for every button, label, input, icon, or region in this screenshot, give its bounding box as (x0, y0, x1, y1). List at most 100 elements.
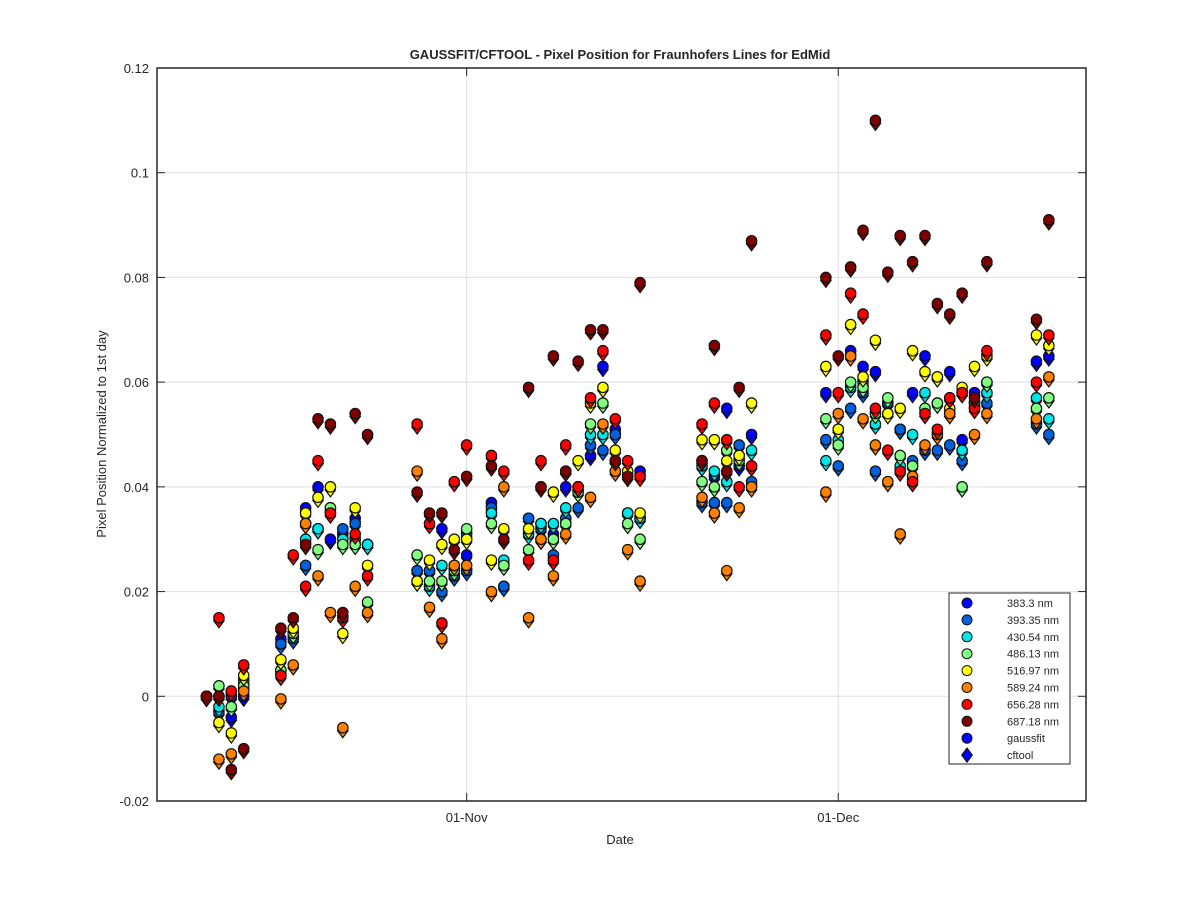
x-axis-label: Date (606, 832, 633, 847)
legend-marker (961, 665, 973, 677)
gaussfit-point (820, 271, 832, 284)
gaussfit-point (943, 392, 956, 404)
gaussfit-point (894, 449, 906, 462)
gaussfit-point (597, 418, 609, 430)
gaussfit-point (225, 685, 238, 697)
gaussfit-point (498, 522, 510, 535)
gaussfit-point (436, 575, 448, 587)
gaussfit-point (857, 224, 869, 237)
gaussfit-point (621, 454, 634, 467)
gaussfit-point (547, 554, 560, 566)
gaussfit-point (931, 423, 944, 436)
gaussfit-point (919, 350, 931, 362)
gaussfit-point (609, 454, 622, 467)
gaussfit-point (857, 371, 869, 383)
legend-label: cftool (1007, 750, 1033, 762)
gaussfit-point (894, 528, 906, 540)
x-axis-ticks: 01-Nov 01-Dec (446, 68, 860, 825)
gaussfit-point (275, 622, 287, 635)
gaussfit-point (1030, 313, 1043, 326)
gaussfit-point (436, 559, 448, 572)
gaussfit-point (745, 234, 758, 247)
gaussfit-point (844, 350, 857, 362)
gaussfit-point (981, 255, 993, 268)
gaussfit-point (225, 727, 238, 739)
gaussfit-point (981, 344, 993, 357)
gaussfit-point (832, 460, 845, 472)
gaussfit-point (931, 371, 944, 383)
gaussfit-point (820, 412, 832, 425)
gaussfit-point (460, 439, 473, 451)
gaussfit-point (857, 412, 869, 425)
gaussfit-point (411, 418, 423, 430)
gaussfit-point (1043, 428, 1055, 441)
gaussfit-point (745, 460, 758, 472)
gaussfit-point (956, 444, 968, 457)
gaussfit-point (844, 376, 857, 388)
legend-label: 486.13 nm (1007, 649, 1059, 661)
legend-entry: 393.35 nm (961, 614, 1059, 627)
gaussfit-point (597, 360, 609, 373)
y-tick-label: 0.12 (124, 61, 149, 76)
gaussfit-point (869, 402, 882, 415)
gaussfit-point (869, 334, 882, 347)
gaussfit-point (448, 475, 461, 488)
gaussfit-point (1030, 329, 1043, 341)
gaussfit-point (720, 402, 733, 415)
gaussfit-point (411, 549, 423, 561)
legend-entry: gaussfit (961, 732, 1045, 745)
gaussfit-point (498, 580, 510, 593)
gaussfit-point (572, 481, 584, 493)
gaussfit-point (423, 601, 436, 614)
gaussfit-point (745, 397, 758, 409)
gaussfit-point (448, 559, 461, 572)
gaussfit-point (436, 522, 448, 535)
gaussfit-point (708, 496, 721, 509)
gaussfit-point (584, 418, 597, 430)
gaussfit-point (708, 339, 721, 352)
gaussfit-point (1043, 329, 1055, 341)
legend-marker (961, 597, 973, 609)
y-tick-label: 0.06 (124, 375, 149, 390)
gaussfit-point (882, 266, 894, 278)
legend-marker (961, 698, 973, 710)
gaussfit-point (423, 554, 436, 566)
gaussfit-point (708, 397, 721, 409)
gaussfit-point (522, 543, 535, 556)
gaussfit-point (299, 538, 312, 551)
legend-entry: cftool (961, 747, 1033, 764)
gaussfit-point (299, 559, 312, 572)
gaussfit-point (522, 554, 535, 566)
legend-entry: 383.3 nm (961, 597, 1053, 610)
gaussfit-point (349, 580, 361, 593)
gaussfit-point (906, 386, 919, 399)
gaussfit-point (696, 418, 708, 430)
gaussfit-point (485, 554, 498, 566)
gaussfit-point (423, 575, 436, 587)
gaussfit-point (906, 344, 919, 357)
gaussfit-point (361, 428, 374, 441)
gaussfit-point (448, 543, 461, 556)
gaussfit-point (522, 512, 535, 525)
series-7 (200, 114, 1055, 781)
gaussfit-point (213, 716, 225, 729)
gaussfit-point (832, 350, 845, 362)
legend-label: 656.28 nm (1007, 699, 1059, 711)
gaussfit-point (547, 533, 560, 546)
gaussfit-point (547, 517, 560, 530)
gaussfit-point (213, 611, 225, 624)
gaussfit-point (312, 481, 324, 493)
gaussfit-point (312, 412, 324, 425)
gaussfit-point (733, 481, 745, 493)
gaussfit-point (733, 449, 745, 462)
gaussfit-point (361, 606, 374, 619)
gaussfit-point (547, 350, 560, 362)
gaussfit-point (919, 407, 931, 420)
gaussfit-point (349, 501, 361, 514)
gaussfit-point (423, 507, 436, 519)
gaussfit-point (832, 407, 845, 420)
gaussfit-point (535, 533, 547, 546)
gaussfit-point (485, 517, 498, 530)
gaussfit-point (213, 690, 225, 703)
gaussfit-point (981, 407, 993, 420)
